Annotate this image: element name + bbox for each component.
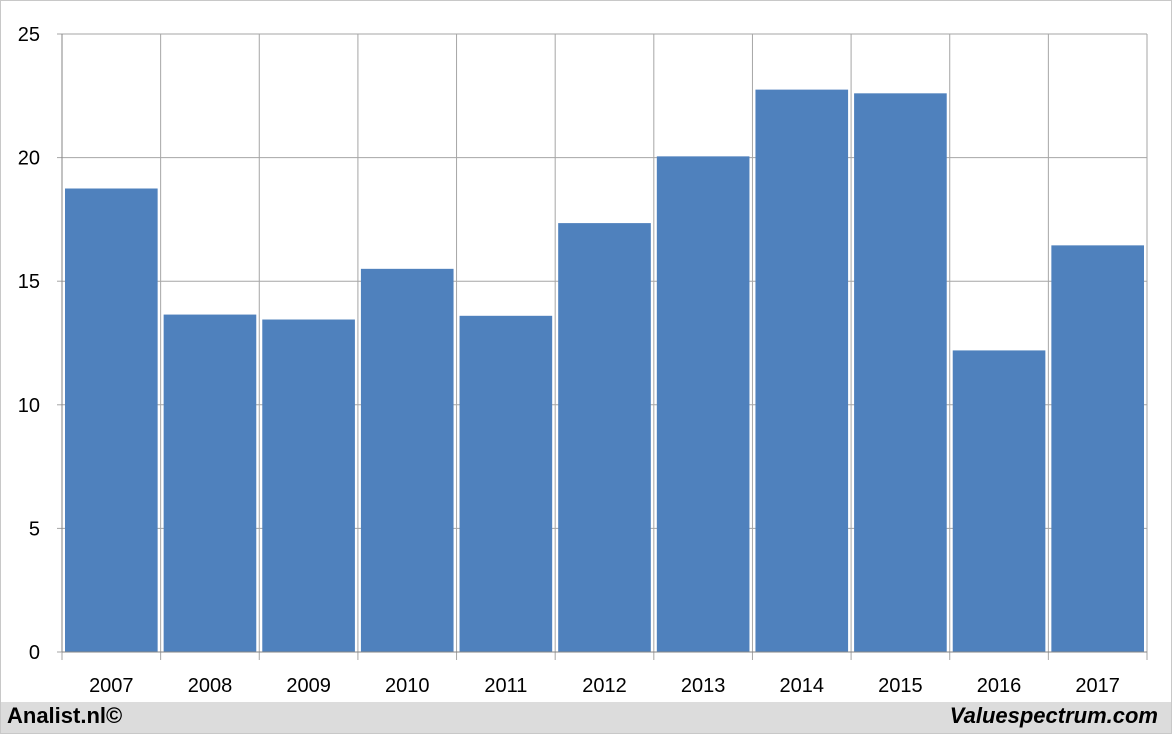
- x-tick-label: 2010: [385, 675, 430, 697]
- bar-2010: [360, 268, 454, 652]
- bar-2013: [656, 156, 750, 652]
- bar-chart: 0 5 10 15 20 25 2007 2008 2009 2010 2011 2012 2013 20…: [18, 24, 1148, 697]
- x-tick-label: 2017: [1075, 675, 1120, 697]
- y-tick-label: 0: [29, 642, 40, 664]
- bar-2007: [65, 188, 158, 652]
- bar-2015: [854, 93, 947, 652]
- bar-2012: [558, 223, 651, 652]
- axes: [57, 33, 1147, 653]
- x-tick-label: 2016: [977, 675, 1022, 697]
- x-tick-label: 2009: [286, 675, 331, 697]
- bar-2014: [755, 89, 849, 653]
- website-credit: Valuespectrum.com: [949, 703, 1158, 728]
- x-tick-label: 2011: [484, 675, 527, 697]
- x-tick-label: 2015: [878, 675, 923, 697]
- bar-2016: [952, 350, 1046, 652]
- y-tick-label: 20: [18, 148, 40, 170]
- bar-2009: [262, 319, 355, 652]
- bar-2011: [459, 315, 553, 652]
- y-tick-label: 15: [18, 271, 40, 293]
- x-tick-label: 2014: [780, 675, 825, 697]
- tick-labels: 0 5 10 15 20 25 2007 2008 2009 2010 2011 2012 2013 20…: [18, 24, 1120, 697]
- y-tick-label: 25: [18, 24, 40, 46]
- x-tick-label: 2007: [89, 675, 134, 697]
- source-credit: Analist.nl©: [7, 703, 123, 728]
- bar-2008: [163, 314, 257, 652]
- y-tick-label: 5: [29, 518, 40, 540]
- bar-2017: [1051, 245, 1144, 652]
- x-tick-label: 2012: [582, 675, 627, 697]
- bars: [65, 89, 1144, 653]
- footer-bar: [1, 702, 1171, 733]
- x-tick-label: 2013: [681, 675, 726, 697]
- y-tick-label: 10: [18, 395, 40, 417]
- x-tick-label: 2008: [188, 675, 233, 697]
